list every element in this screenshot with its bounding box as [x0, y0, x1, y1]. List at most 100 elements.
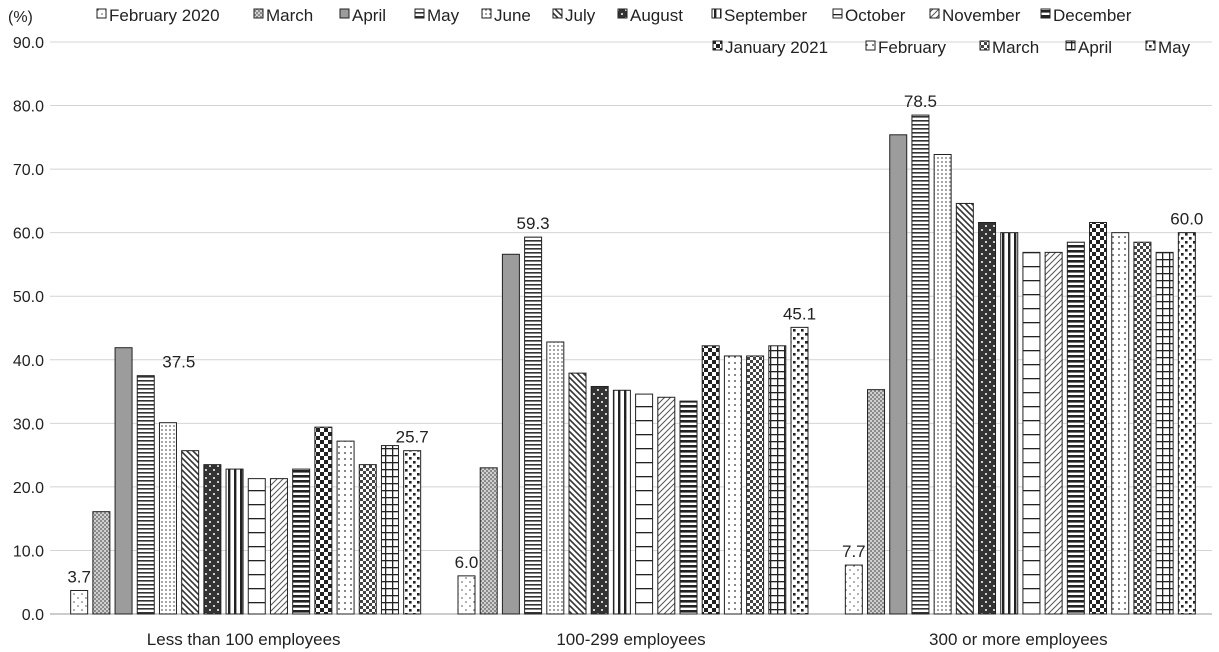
x-category-label: Less than 100 employees [147, 630, 341, 649]
bars [70, 114, 1196, 615]
bar [546, 341, 565, 615]
y-tick-label: 60.0 [13, 226, 44, 243]
bar [1022, 251, 1041, 615]
bar [524, 236, 543, 615]
data-label: 7.7 [842, 542, 866, 561]
legend-swatch [712, 40, 723, 51]
legend-swatch [1040, 8, 1051, 19]
legend-swatch [339, 8, 350, 19]
legend-swatch [711, 8, 722, 19]
x-category-label: 300 or more employees [929, 630, 1108, 649]
data-label: 45.1 [783, 304, 816, 323]
legend-swatch [617, 8, 628, 19]
y-tick-label: 0.0 [22, 607, 44, 624]
bar [723, 355, 742, 615]
bar [358, 464, 377, 615]
legend-swatch [1145, 40, 1156, 51]
bar [1066, 241, 1085, 615]
bar [457, 575, 476, 615]
bar [844, 564, 863, 615]
bar [225, 468, 244, 615]
bar [336, 440, 355, 615]
legend-entry: February 2020 [109, 6, 220, 25]
legend-entry: June [494, 6, 531, 25]
bar [1111, 232, 1130, 615]
bar [181, 450, 200, 615]
legend-entry: March [266, 6, 313, 25]
data-label: 3.7 [67, 567, 91, 586]
bar [158, 422, 177, 615]
data-label: 59.3 [517, 214, 550, 233]
bar [70, 589, 89, 615]
bar [1133, 241, 1152, 615]
y-tick-label: 70.0 [13, 162, 44, 179]
bar [292, 468, 311, 615]
bar [679, 400, 698, 615]
bar [403, 450, 422, 615]
bar [590, 385, 609, 615]
data-labels: 3.7 37.5 25.7 6.0 59.3 45.1 7.7 78.5 60.0 [67, 92, 1203, 586]
legend-entry: April [1078, 38, 1112, 57]
bar [701, 345, 720, 615]
legend-entry: November [942, 6, 1021, 25]
legend-swatch [96, 8, 107, 19]
y-tick-label: 50.0 [13, 289, 44, 306]
bar [479, 467, 498, 615]
bar [92, 511, 111, 615]
bar [933, 153, 952, 615]
legend-swatch [979, 40, 990, 51]
bar [380, 445, 399, 615]
bar [1089, 221, 1108, 615]
data-label: 78.5 [904, 92, 937, 111]
legend-entry: July [565, 6, 596, 25]
bar [203, 464, 222, 615]
bar [790, 326, 809, 615]
bar [1044, 251, 1063, 615]
y-tick-label: 40.0 [13, 353, 44, 370]
bar [889, 134, 908, 615]
legend-swatch [552, 8, 563, 19]
bar [136, 375, 155, 615]
bar [269, 478, 288, 615]
data-label: 37.5 [162, 353, 195, 372]
bar [955, 202, 974, 615]
bar [612, 389, 631, 615]
y-axis-unit-label: (%) [8, 9, 33, 26]
y-tick-label: 90.0 [13, 35, 44, 52]
legend-entry: February [878, 38, 947, 57]
legend-swatch [481, 8, 492, 19]
bar [911, 114, 930, 615]
y-tick-label: 20.0 [13, 480, 44, 497]
bar [114, 347, 133, 615]
legend-swatch [1065, 40, 1076, 51]
bar [978, 221, 997, 615]
legend-swatch [832, 8, 843, 19]
data-label: 60.0 [1170, 210, 1203, 229]
x-category-label: 100-299 employees [556, 630, 705, 649]
data-label: 25.7 [396, 428, 429, 447]
bar [247, 478, 266, 615]
x-axis: Less than 100 employees 100-299 employees… [147, 630, 1108, 649]
legend-entry: August [630, 6, 683, 25]
legend-entry: January 2021 [725, 38, 828, 57]
legend-swatch [929, 8, 940, 19]
legend-swatch [414, 8, 425, 19]
legend-swatch [865, 40, 876, 51]
y-tick-label: 10.0 [13, 543, 44, 560]
data-label: 6.0 [455, 553, 479, 572]
legend-entry: October [845, 6, 906, 25]
bar [768, 345, 787, 615]
bar [746, 355, 765, 615]
legend: February 2020 March April May June July August… [96, 6, 1191, 57]
y-axis: 0.0 10.0 20.0 30.0 40.0 50.0 60.0 70.0 80.0 90.0 [13, 35, 44, 624]
bar [867, 389, 886, 615]
bar [635, 393, 654, 615]
legend-entry: March [992, 38, 1039, 57]
legend-swatch [253, 8, 264, 19]
legend-entry: December [1053, 6, 1132, 25]
legend-entry: May [1158, 38, 1191, 57]
bar [314, 426, 333, 615]
legend-entry: April [352, 6, 386, 25]
bar [568, 372, 587, 615]
